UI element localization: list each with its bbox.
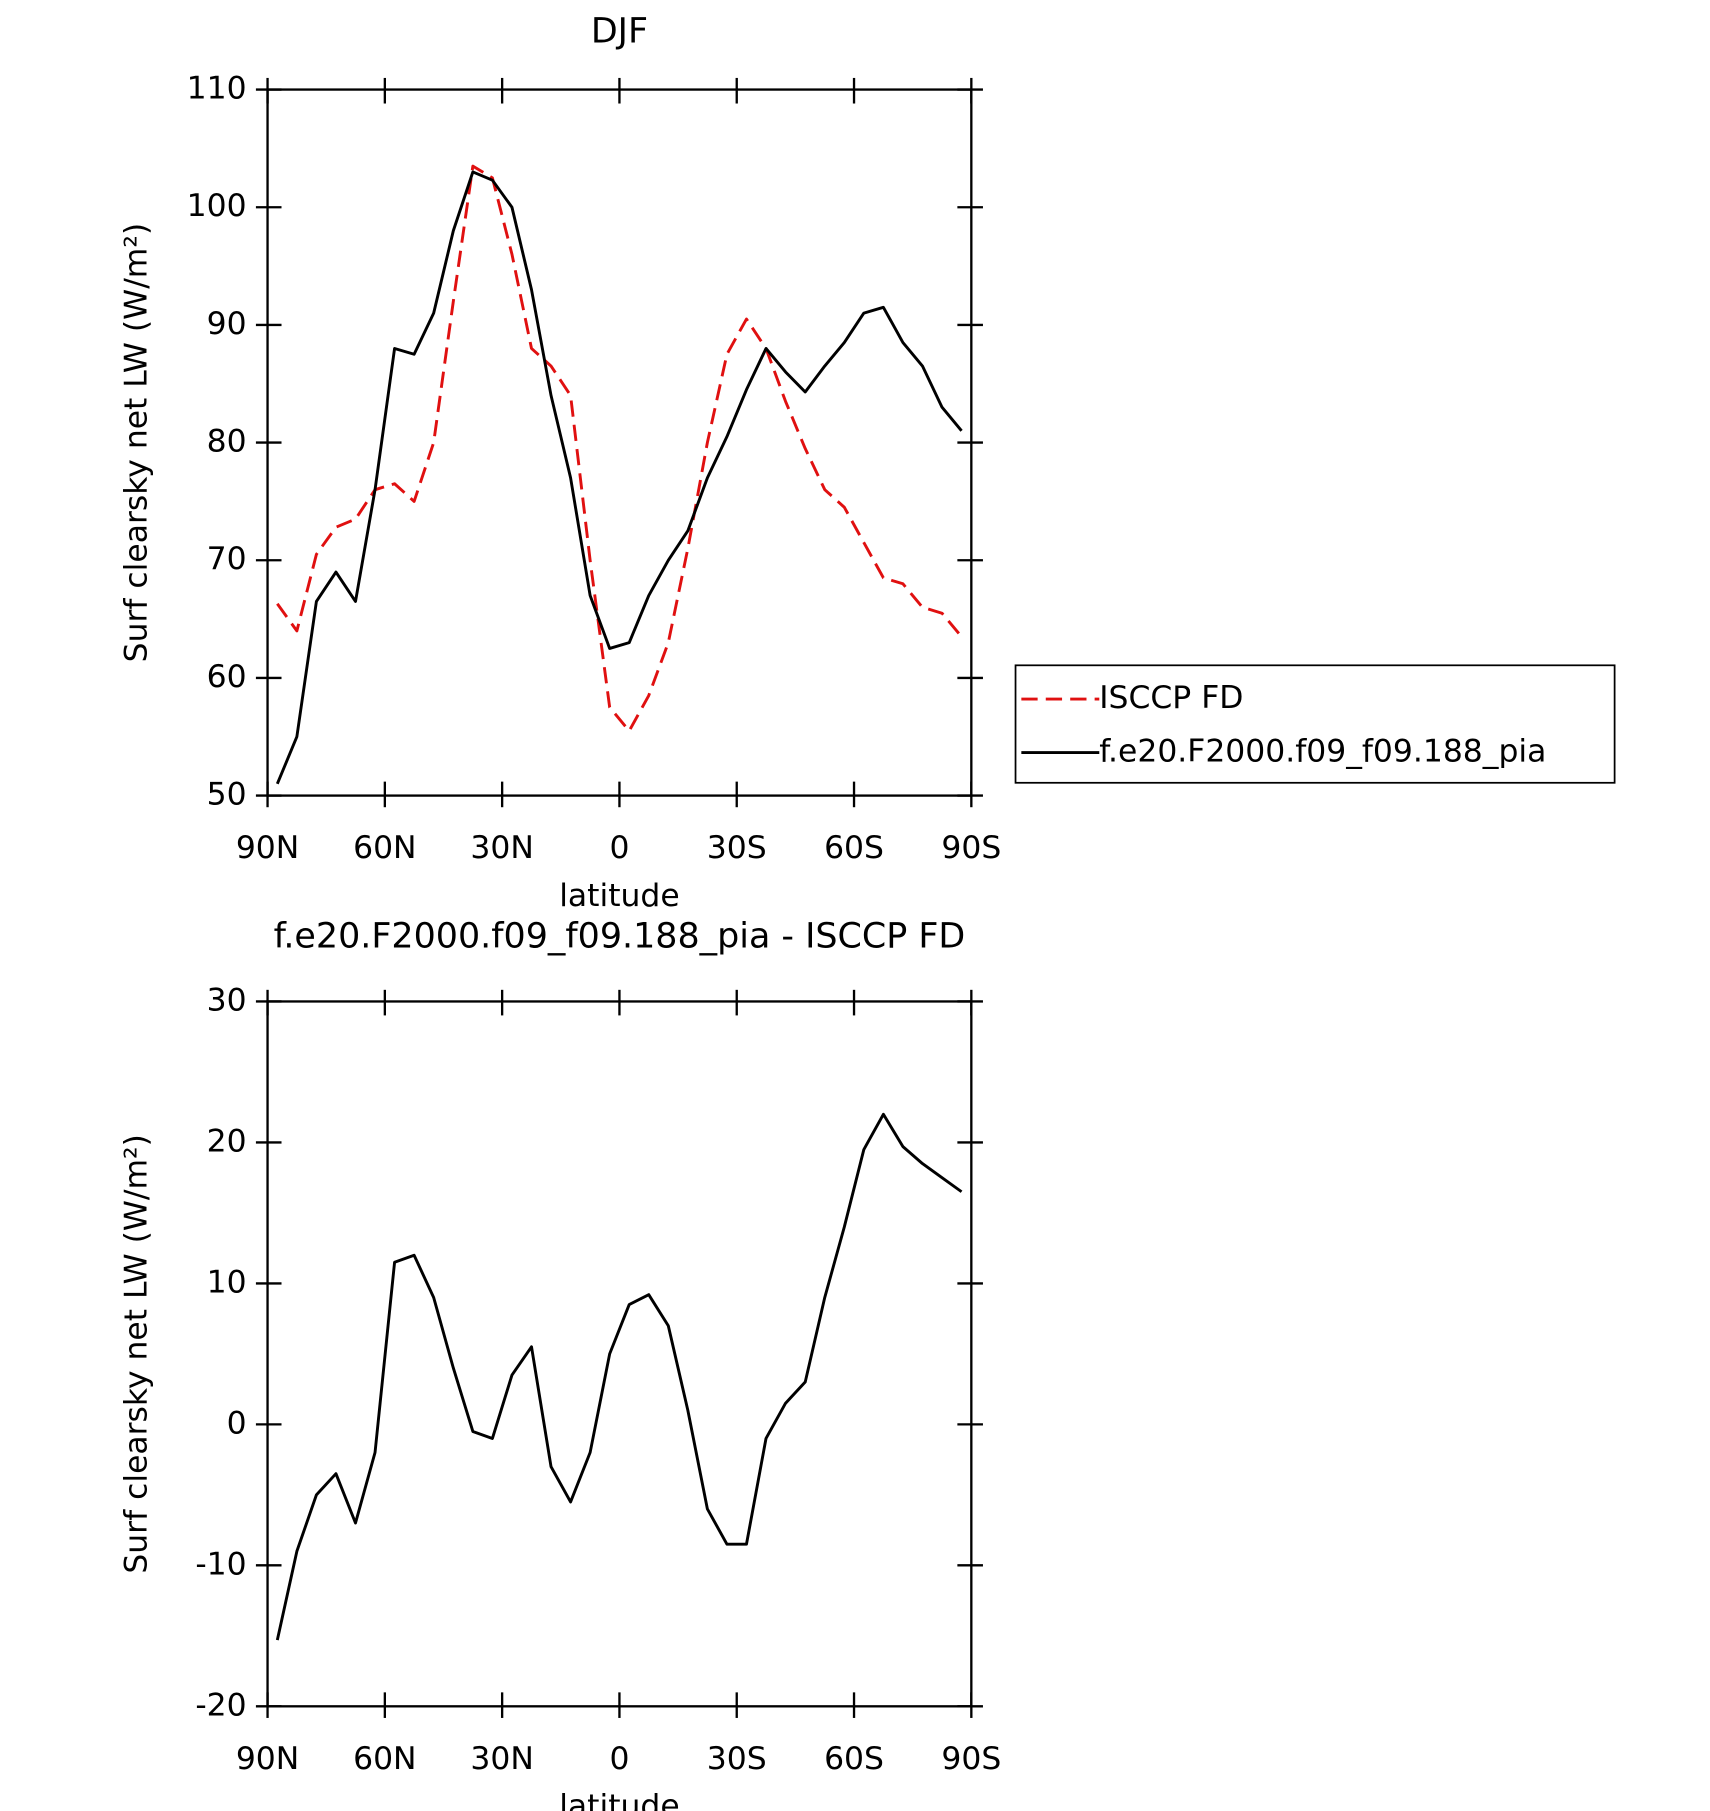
y-tick-label: 90 (207, 306, 247, 342)
x-tick-label: 60N (353, 1741, 416, 1777)
plot-frame (266, 1000, 973, 1708)
x-tick-label: 0 (609, 830, 629, 866)
plot-frame (266, 88, 973, 797)
x-tick-label: 30N (470, 1741, 533, 1777)
legend-label: ISCCP FD (1099, 680, 1243, 716)
y-tick-label: 50 (207, 777, 247, 813)
data-line (275, 170, 963, 785)
legend-label: f.e20.F2000.f09_f09.188_pia (1099, 734, 1546, 770)
y-axis-label: Surf clearsky net LW (W/m²) (118, 1134, 154, 1574)
x-axis-label: latitude (559, 878, 679, 914)
x-axis-label: latitude (559, 1789, 679, 1811)
chart-title: f.e20.F2000.f09_f09.188_pia - ISCCP FD (274, 916, 966, 956)
y-tick-label: 60 (207, 659, 247, 695)
legend-box (1014, 664, 1616, 784)
y-tick-label: 110 (187, 71, 247, 107)
x-tick-label: 0 (609, 1741, 629, 1777)
legend: ISCCP FD f.e20.F2000.f09_f09.188_pia (1014, 664, 1616, 784)
x-tick-label: 30N (470, 830, 533, 866)
x-tick-label: 30S (707, 1741, 767, 1777)
y-tick-label: 80 (207, 424, 247, 460)
y-tick-label: 70 (207, 541, 247, 577)
y-tick-label: 30 (207, 982, 247, 1018)
y-tick-label: 10 (207, 1264, 247, 1300)
x-tick-label: 90N (236, 1741, 299, 1777)
x-tick-label: 60S (824, 830, 884, 866)
chart-title: DJF (591, 12, 648, 52)
y-tick-label: 100 (187, 188, 247, 224)
y-tick-label: 0 (227, 1405, 247, 1441)
data-line (276, 164, 963, 733)
x-tick-label: 90N (236, 830, 299, 866)
data-line (275, 1112, 963, 1641)
x-tick-label: 60N (353, 830, 416, 866)
y-axis-label: Surf clearsky net LW (W/m²) (118, 223, 154, 663)
x-tick-label: 90S (941, 830, 1001, 866)
x-tick-label: 30S (707, 830, 767, 866)
x-tick-label: 60S (824, 1741, 884, 1777)
x-tick-label: 90S (941, 1741, 1001, 1777)
y-tick-label: -10 (195, 1546, 246, 1582)
y-tick-label: -20 (195, 1687, 246, 1723)
y-tick-label: 20 (207, 1123, 247, 1159)
